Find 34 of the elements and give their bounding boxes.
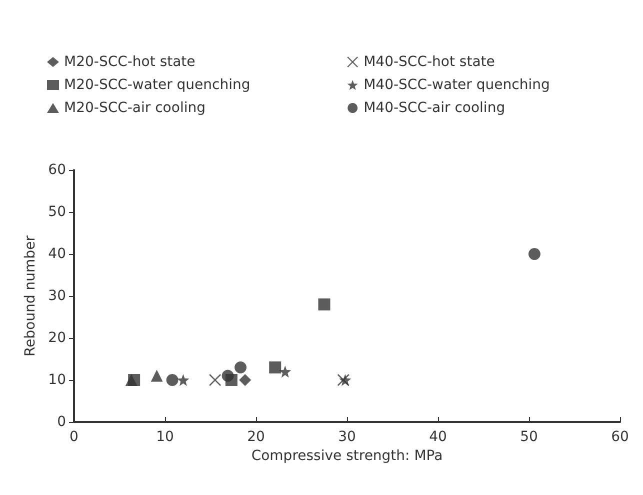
point [125,374,138,386]
point [269,361,282,374]
point [234,361,247,374]
y-tick-label: 0 [57,414,66,430]
y-tick-label: 10 [48,372,66,388]
point [177,374,190,386]
legend-label: M40-SCC-air cooling [364,100,506,116]
point [318,298,330,310]
y-tick-label: 60 [48,162,66,178]
y-axis-title: Rebound number [22,235,38,356]
y-tick-label: 40 [48,246,66,262]
y-tick-label: 20 [48,330,66,346]
point [150,370,163,382]
point [279,366,292,378]
point [222,370,234,382]
x-tick-label: 60 [611,429,629,445]
point [528,248,540,260]
x-tick-label: 40 [429,429,447,445]
legend-label: M20-SCC-hot state [64,54,196,70]
legend-label: M20-SCC-air cooling [64,100,206,116]
x-tick-label: 50 [520,429,538,445]
y-tick-label: 50 [48,204,66,220]
point [166,374,178,386]
point [239,374,252,386]
legend-label: M40-SCC-water quenching [364,77,550,93]
x-tick-label: 20 [247,429,265,445]
x-axis-title: Compressive strength: MPa [251,448,443,464]
x-tick-label: 0 [70,429,78,445]
legend-label: M20-SCC-water quenching [64,77,250,93]
legend-label: M40-SCC-hot state [364,54,495,70]
x-tick-label: 10 [156,429,174,445]
point [208,374,222,386]
x-tick-label: 30 [338,429,356,445]
y-tick-label: 30 [48,288,66,304]
